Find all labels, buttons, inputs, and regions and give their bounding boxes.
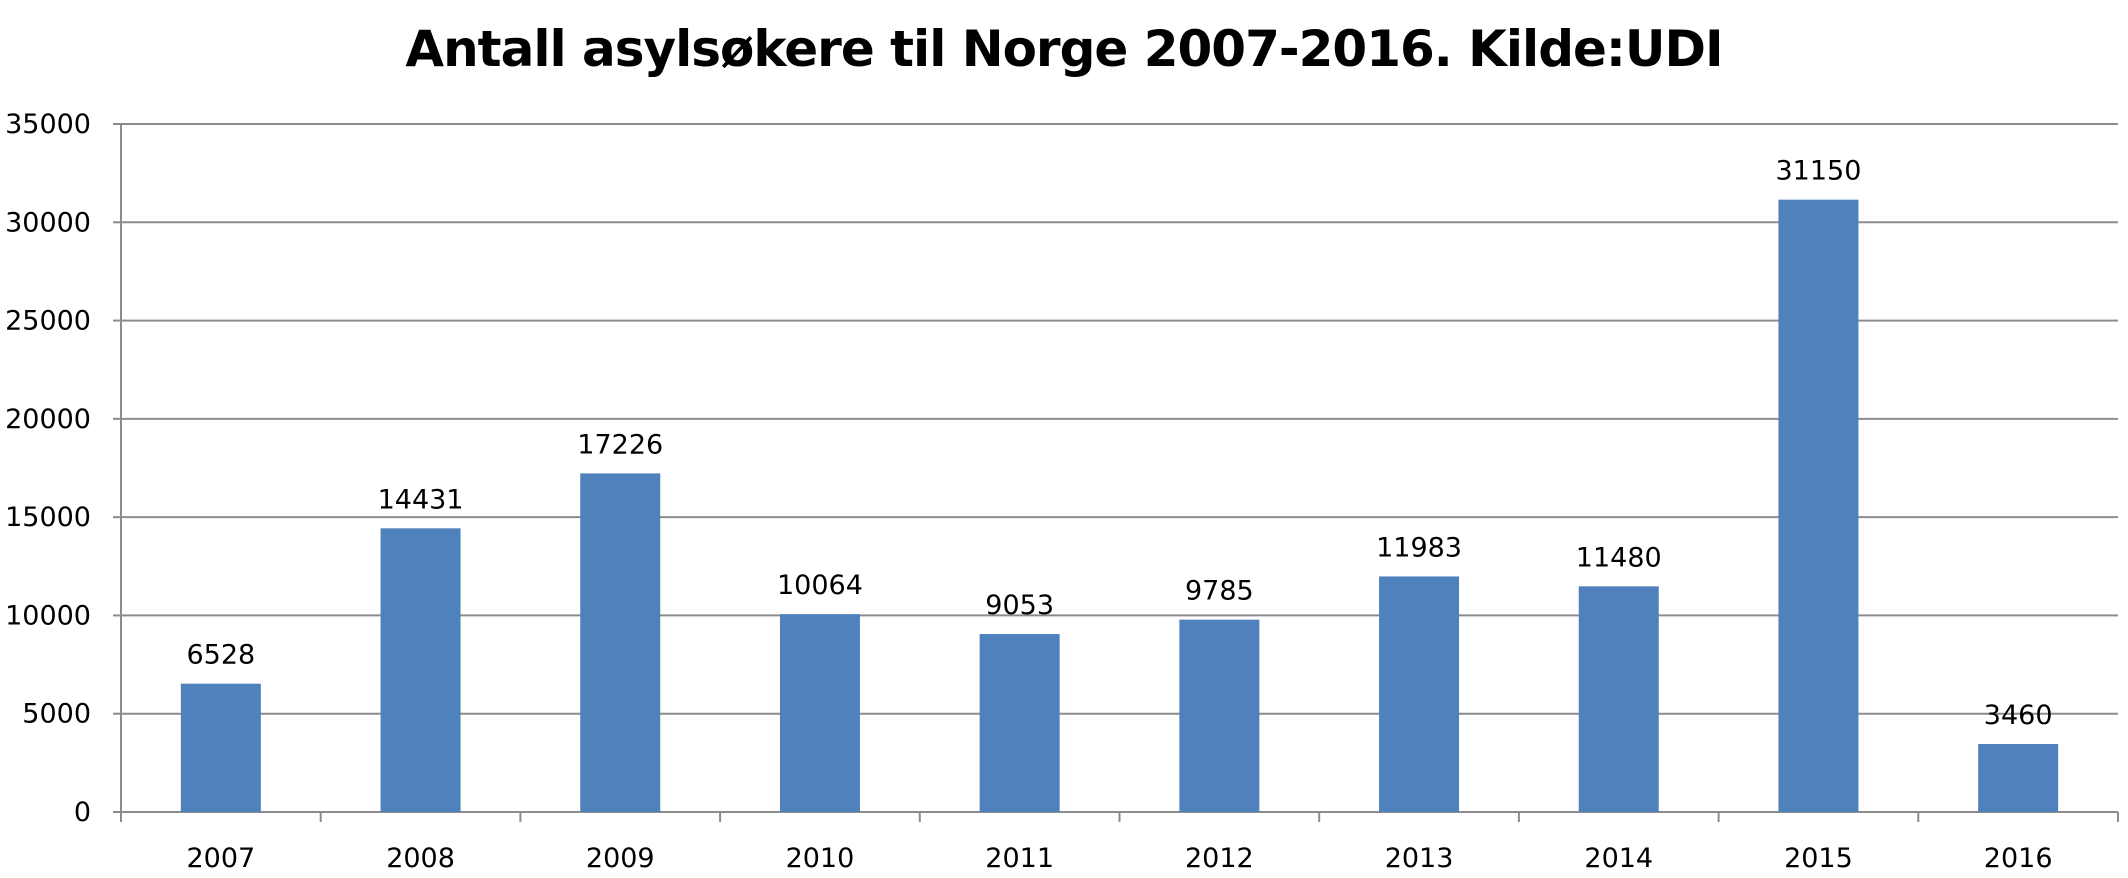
y-tick-label: 25000 <box>5 306 91 337</box>
bar-2012 <box>1179 619 1260 812</box>
data-label-2010: 10064 <box>777 570 863 601</box>
bar-2010 <box>779 614 860 812</box>
y-tick-label: 20000 <box>5 404 91 435</box>
data-label-2011: 9053 <box>985 590 1054 621</box>
bar-2014 <box>1578 586 1659 812</box>
bar-2011 <box>979 634 1060 812</box>
bar-2007 <box>180 683 261 812</box>
data-label-2008: 14431 <box>378 484 464 515</box>
x-tick-label-2009: 2009 <box>586 843 655 874</box>
data-label-2007: 6528 <box>186 640 255 671</box>
y-tick-label: 0 <box>74 797 91 828</box>
y-tick-label: 30000 <box>5 207 91 238</box>
y-tick-label: 15000 <box>5 502 91 533</box>
data-label-2015: 31150 <box>1775 156 1861 187</box>
bars <box>180 199 2059 812</box>
data-labels: 6528 14431 17226 10064 9053 9785 11983 11480 311… <box>186 156 2052 731</box>
y-tick-labels: 0 5000 10000 15000 20000 25000 30000 35000 <box>5 109 91 828</box>
data-label-2009: 17226 <box>577 429 663 460</box>
x-tick-label-2012: 2012 <box>1185 843 1254 874</box>
x-tick-label-2011: 2011 <box>985 843 1054 874</box>
y-tick-label: 5000 <box>22 699 91 730</box>
data-label-2013: 11983 <box>1376 532 1462 563</box>
bar-2008 <box>380 528 461 812</box>
bar-2016 <box>1978 743 2059 812</box>
x-tick-label-2007: 2007 <box>186 843 255 874</box>
data-label-2012: 9785 <box>1185 576 1254 607</box>
chart-title: Antall asylsøkere til Norge 2007-2016. K… <box>405 20 1723 78</box>
y-tick-label: 35000 <box>5 109 91 140</box>
x-tick-label-2015: 2015 <box>1784 843 1853 874</box>
x-tick-label-2016: 2016 <box>1984 843 2053 874</box>
data-label-2014: 11480 <box>1576 542 1662 573</box>
bar-2009 <box>580 473 661 812</box>
bar-2013 <box>1379 576 1460 812</box>
x-tick-label-2010: 2010 <box>786 843 855 874</box>
bar-2015 <box>1778 199 1859 812</box>
y-tick-label: 10000 <box>5 600 91 631</box>
x-tick-label-2013: 2013 <box>1385 843 1454 874</box>
x-tick-label-2008: 2008 <box>386 843 455 874</box>
x-tick-label-2014: 2014 <box>1584 843 1653 874</box>
data-label-2016: 3460 <box>1984 700 2053 731</box>
x-tick-labels: 2007 2008 2009 2010 2011 2012 2013 2014 2015 2016 <box>186 843 2052 874</box>
